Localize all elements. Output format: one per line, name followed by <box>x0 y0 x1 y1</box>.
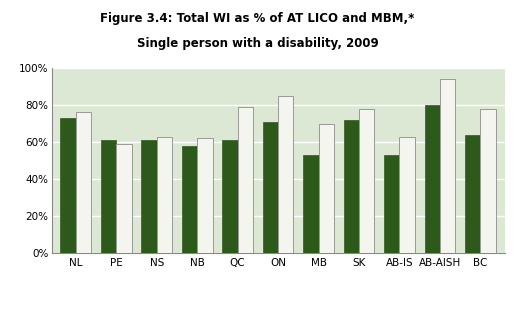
Bar <box>319 124 334 253</box>
Bar <box>60 118 76 253</box>
Text: Single person with a disability, 2009: Single person with a disability, 2009 <box>136 37 379 50</box>
Bar <box>116 144 132 253</box>
Bar <box>344 120 359 253</box>
Bar <box>424 105 440 253</box>
Bar <box>440 79 455 253</box>
Bar <box>359 109 374 253</box>
Bar <box>400 137 415 253</box>
Bar <box>101 140 116 253</box>
Bar <box>384 155 400 253</box>
Bar <box>237 107 253 253</box>
Bar <box>222 140 237 253</box>
Bar <box>157 137 172 253</box>
Bar <box>303 155 319 253</box>
Bar <box>465 135 480 253</box>
Bar <box>76 112 91 253</box>
Bar <box>263 122 278 253</box>
Bar <box>141 140 157 253</box>
Bar <box>182 146 197 253</box>
Bar <box>197 138 213 253</box>
Text: Figure 3.4: Total WI as % of AT LICO and MBM,*: Figure 3.4: Total WI as % of AT LICO and… <box>100 12 415 25</box>
Bar <box>278 96 294 253</box>
Bar <box>480 109 496 253</box>
